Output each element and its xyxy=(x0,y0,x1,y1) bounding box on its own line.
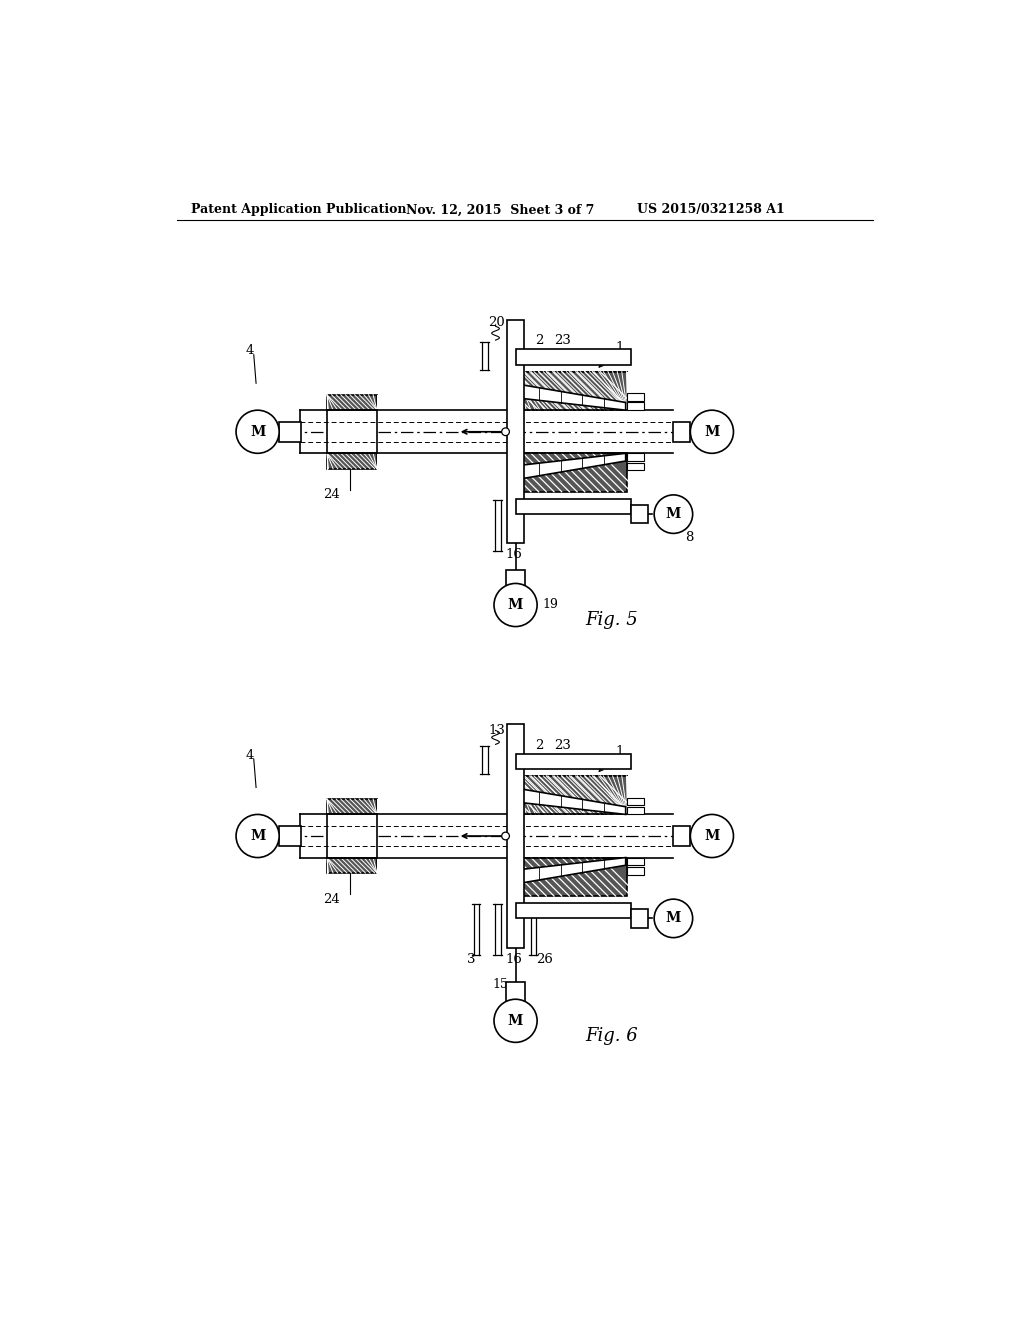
Bar xyxy=(674,422,690,442)
Circle shape xyxy=(237,411,280,453)
Bar xyxy=(515,350,631,364)
Text: 24: 24 xyxy=(323,488,340,502)
Polygon shape xyxy=(517,788,626,814)
Bar xyxy=(628,797,644,805)
Text: 2: 2 xyxy=(535,334,543,347)
Bar xyxy=(515,754,631,770)
Bar xyxy=(506,982,524,1006)
Text: 8: 8 xyxy=(685,531,693,544)
Text: 4: 4 xyxy=(246,345,254,358)
Text: 19: 19 xyxy=(543,598,558,611)
Text: 13: 13 xyxy=(488,723,506,737)
Text: 16: 16 xyxy=(506,953,522,966)
Circle shape xyxy=(690,411,733,453)
Bar xyxy=(628,393,644,401)
Text: M: M xyxy=(705,425,720,438)
Text: 3: 3 xyxy=(467,953,475,966)
Text: M: M xyxy=(705,829,720,843)
Text: 4: 4 xyxy=(246,748,254,762)
Text: 2: 2 xyxy=(535,739,543,751)
Bar xyxy=(327,453,377,469)
Text: M: M xyxy=(666,507,681,521)
Bar xyxy=(515,776,628,814)
Bar xyxy=(631,506,648,524)
Text: 1: 1 xyxy=(615,341,624,354)
Text: M: M xyxy=(250,829,265,843)
Text: 23: 23 xyxy=(554,334,571,347)
Text: 16: 16 xyxy=(506,548,522,561)
Polygon shape xyxy=(517,384,626,411)
Bar xyxy=(628,867,644,875)
Text: Fig. 6: Fig. 6 xyxy=(585,1027,638,1045)
Bar xyxy=(280,422,301,442)
Text: 20: 20 xyxy=(488,315,506,329)
Text: M: M xyxy=(666,911,681,925)
Bar xyxy=(628,453,644,461)
Circle shape xyxy=(237,814,280,858)
Bar xyxy=(515,903,631,919)
Circle shape xyxy=(502,832,509,840)
Bar xyxy=(628,807,644,814)
Bar xyxy=(628,858,644,866)
Bar xyxy=(327,395,377,411)
Polygon shape xyxy=(517,453,626,479)
Bar xyxy=(628,462,644,470)
Bar xyxy=(507,321,524,544)
Bar xyxy=(515,453,628,492)
Text: 1: 1 xyxy=(615,744,624,758)
Text: US 2015/0321258 A1: US 2015/0321258 A1 xyxy=(637,203,785,216)
Circle shape xyxy=(494,583,538,627)
Bar xyxy=(628,403,644,411)
Text: M: M xyxy=(508,598,523,612)
Bar xyxy=(327,858,377,873)
Text: M: M xyxy=(250,425,265,438)
Circle shape xyxy=(494,999,538,1043)
Bar xyxy=(631,909,648,928)
Bar xyxy=(327,411,377,453)
Bar xyxy=(507,725,524,948)
Bar xyxy=(674,826,690,846)
Text: Fig. 5: Fig. 5 xyxy=(585,611,638,630)
Bar xyxy=(327,799,377,814)
Bar xyxy=(327,814,377,858)
Bar xyxy=(515,858,628,896)
Bar xyxy=(515,776,628,814)
Text: 23: 23 xyxy=(554,739,571,751)
Bar xyxy=(506,570,524,594)
Circle shape xyxy=(690,814,733,858)
Text: Nov. 12, 2015  Sheet 3 of 7: Nov. 12, 2015 Sheet 3 of 7 xyxy=(407,203,595,216)
Circle shape xyxy=(502,428,509,436)
Bar xyxy=(280,826,301,846)
Polygon shape xyxy=(517,858,626,884)
Text: 24: 24 xyxy=(323,892,340,906)
Circle shape xyxy=(654,495,692,533)
Text: 15: 15 xyxy=(493,978,508,991)
Text: Patent Application Publication: Patent Application Publication xyxy=(190,203,407,216)
Text: 26: 26 xyxy=(537,953,553,966)
Bar xyxy=(515,499,631,515)
Bar xyxy=(515,372,628,411)
Circle shape xyxy=(654,899,692,937)
Text: M: M xyxy=(508,1014,523,1028)
Bar xyxy=(515,372,628,411)
